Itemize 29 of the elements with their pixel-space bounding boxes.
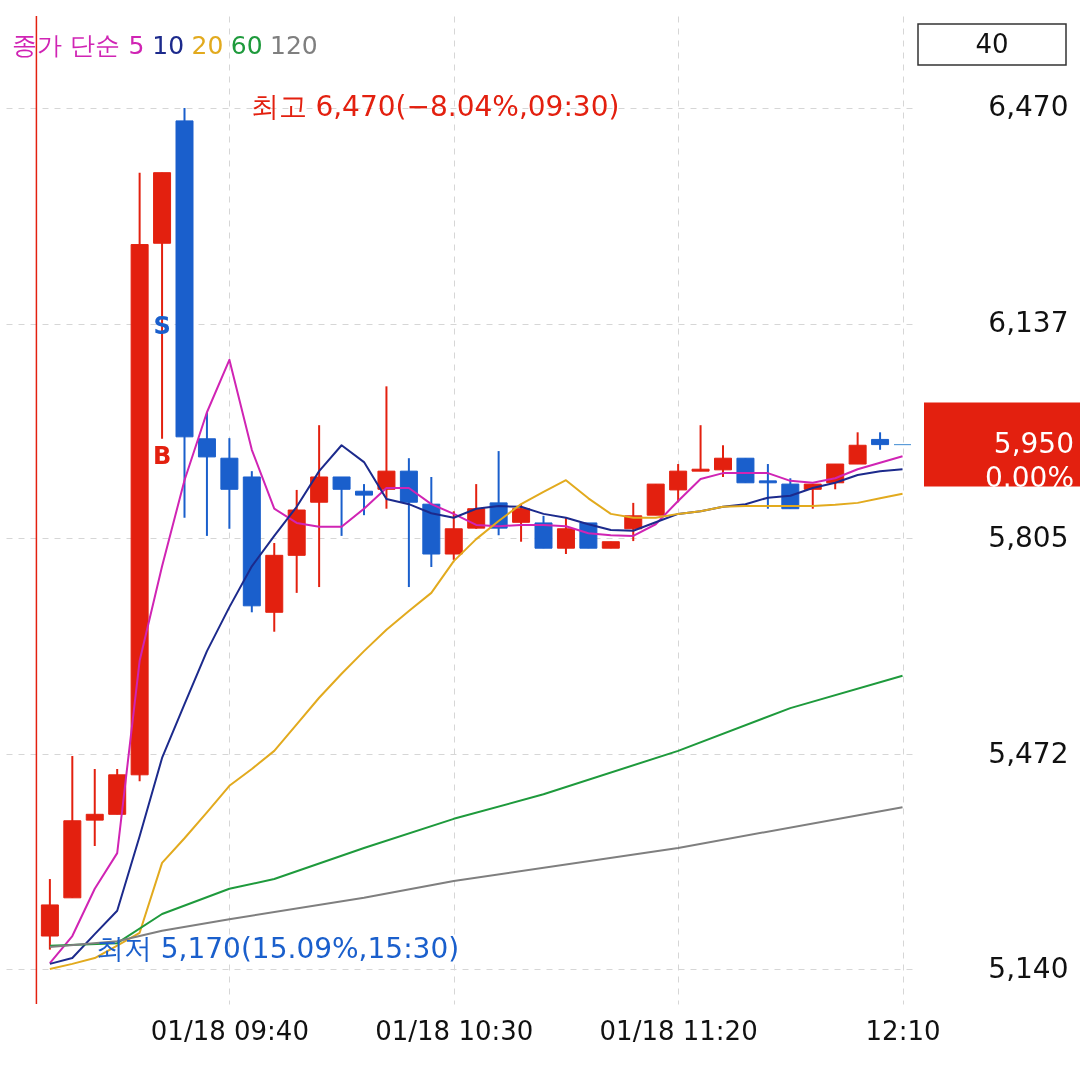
text: 20 (191, 31, 224, 60)
text: 40 (975, 29, 1009, 59)
candlestick (758, 463, 777, 510)
candlestick (691, 424, 710, 473)
y-tick-label: 5,805 (988, 520, 1069, 554)
annotation: B (152, 441, 172, 470)
text: 5 (128, 31, 145, 60)
candlestick (377, 385, 396, 510)
x-tick-label: 12:10 (865, 1015, 941, 1046)
text: 10 (152, 31, 185, 60)
candlestick (197, 411, 216, 537)
x-tick-label: 01/18 11:20 (599, 1015, 758, 1046)
candlestick (85, 767, 104, 848)
y-tick-label: 6,470 (988, 90, 1069, 124)
annotation: 5,950 0.00% (985, 426, 1074, 494)
candlestick (556, 516, 575, 556)
candlestick (512, 503, 531, 543)
text: 120 (270, 31, 318, 60)
candlestick (714, 444, 733, 478)
candlestick (332, 475, 351, 537)
x-tick-label: 01/18 10:30 (375, 1015, 534, 1046)
candlestick (848, 431, 867, 466)
text: 60 (230, 31, 263, 60)
y-tick-label: 5,472 (988, 736, 1069, 770)
y-tick-label: 5,140 (988, 951, 1069, 985)
x-tick-label: 01/18 09:40 (150, 1015, 309, 1046)
y-tick-label: 6,137 (988, 306, 1069, 340)
annotation: 최고 6,470(−8.04%,09:30) (250, 89, 620, 123)
candlestick (355, 483, 374, 517)
